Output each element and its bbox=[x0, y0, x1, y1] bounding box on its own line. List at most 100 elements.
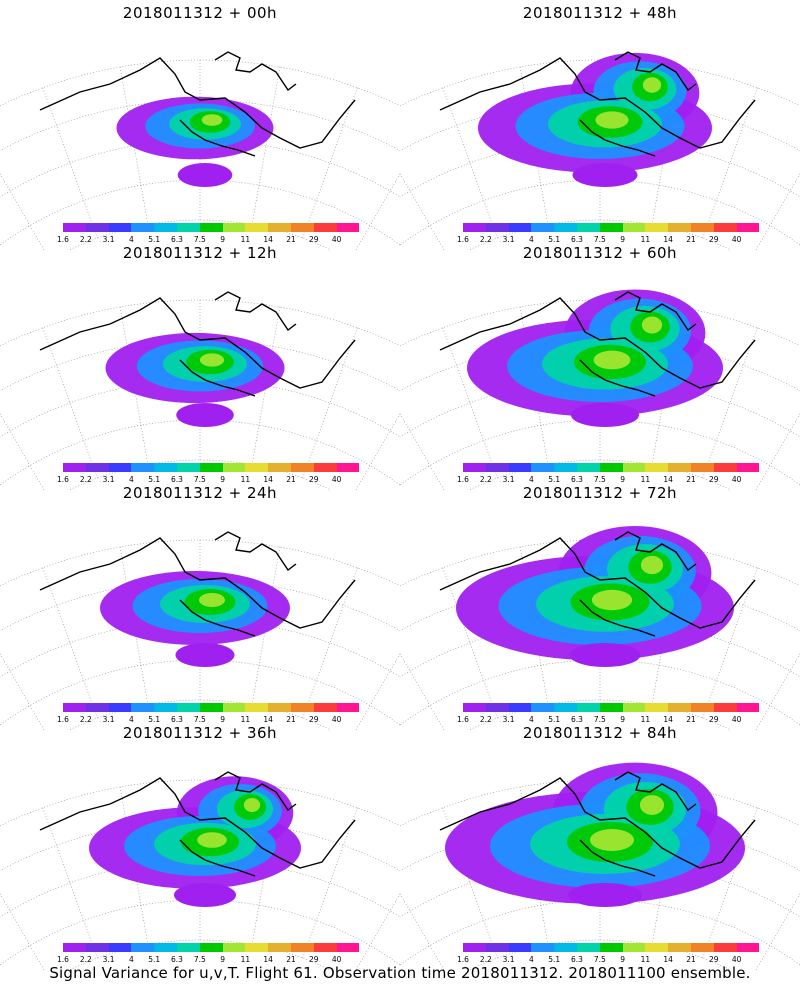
colorbar-tick-label: 2.2 bbox=[79, 235, 92, 244]
colorbar-segment bbox=[645, 463, 669, 472]
colorbar-segment bbox=[131, 223, 155, 232]
colorbar-segment bbox=[645, 223, 669, 232]
colorbar-tick-label: 9 bbox=[220, 475, 225, 484]
colorbar-tick-label: 40 bbox=[331, 235, 342, 244]
colorbar bbox=[63, 463, 360, 472]
colorbar-tick-label: 3.1 bbox=[502, 955, 515, 964]
coastline bbox=[39, 51, 356, 157]
colorbar-segment bbox=[463, 223, 486, 232]
colorbar-tick-label: 11 bbox=[640, 475, 651, 484]
colorbar-segment bbox=[268, 943, 291, 952]
forecast-panel: 2018011312 + 12h 1.6 2.2 3.1 4 5.1 6.3 7.5 9 11 14… bbox=[0, 240, 400, 490]
colorbar-segment bbox=[313, 703, 337, 712]
map-figure bbox=[400, 289, 800, 490]
colorbar-segment bbox=[154, 463, 177, 472]
colorbar-segment bbox=[336, 223, 360, 232]
coastline bbox=[439, 291, 756, 397]
colorbar-segment bbox=[576, 703, 600, 712]
colorbar-tick-label: 29 bbox=[309, 715, 319, 724]
colorbar-tick-label: 29 bbox=[309, 475, 319, 484]
colorbar-segment bbox=[531, 223, 555, 232]
colorbar-tick-label: 29 bbox=[709, 475, 719, 484]
map-figure bbox=[0, 291, 400, 490]
colorbar-segment bbox=[668, 943, 691, 952]
colorbar-segment bbox=[508, 703, 532, 712]
colorbar-tick-label: 9 bbox=[220, 235, 225, 244]
colorbar-tick-label: 4 bbox=[129, 235, 134, 244]
colorbar-tick-label: 6.3 bbox=[171, 955, 183, 964]
colorbar-tick-label: 2.2 bbox=[79, 715, 92, 724]
colorbar-segment bbox=[463, 943, 486, 952]
colorbar-segment bbox=[554, 223, 577, 232]
colorbar-segment bbox=[576, 943, 600, 952]
colorbar-segment bbox=[290, 463, 314, 472]
colorbar-tick-label: 21 bbox=[286, 715, 296, 724]
colorbar-tick-label: 40 bbox=[331, 955, 342, 964]
colorbar-tick-label: 1.6 bbox=[57, 955, 69, 964]
colorbar-tick-label: 4 bbox=[529, 955, 534, 964]
colorbar-segment bbox=[199, 463, 223, 472]
colorbar-tick-label: 7.5 bbox=[193, 955, 206, 964]
colorbar-tick-label: 7.5 bbox=[593, 235, 606, 244]
forecast-panel: 2018011312 + 60h 1.6 2.2 3.1 4 5.1 6.3 7.5 9 11 14… bbox=[400, 240, 800, 490]
colorbar-segment bbox=[222, 703, 246, 712]
colorbar-segment bbox=[599, 703, 623, 712]
colorbar-segment bbox=[63, 463, 86, 472]
colorbar-tick-label: 3.1 bbox=[502, 235, 515, 244]
colorbar-tick-label: 14 bbox=[663, 475, 673, 484]
colorbar-tick-label: 14 bbox=[663, 235, 673, 244]
colorbar-segment bbox=[336, 943, 360, 952]
colorbar-segment bbox=[554, 463, 577, 472]
colorbar-tick-label: 21 bbox=[686, 715, 696, 724]
colorbar-segment bbox=[176, 223, 200, 232]
colorbar-segment bbox=[713, 703, 737, 712]
colorbar-segment bbox=[622, 463, 646, 472]
colorbar-labels: 1.6 2.2 3.1 4 5.1 6.3 7.5 9 11 14 21 29 40 bbox=[57, 475, 359, 485]
colorbar-tick-label: 1.6 bbox=[457, 715, 469, 724]
colorbar-tick-label: 3.1 bbox=[502, 715, 515, 724]
colorbar-tick-label: 3.1 bbox=[102, 715, 115, 724]
colorbar-segment bbox=[63, 943, 86, 952]
colorbar-tick-label: 7.5 bbox=[193, 235, 206, 244]
coastline bbox=[439, 51, 756, 157]
colorbar-tick-label: 4 bbox=[129, 715, 134, 724]
colorbar-tick-label: 1.6 bbox=[57, 475, 69, 484]
colorbar-segment bbox=[463, 463, 486, 472]
colorbar-segment bbox=[199, 223, 223, 232]
colorbar-segment bbox=[508, 943, 532, 952]
colorbar-tick-label: 1.6 bbox=[457, 235, 469, 244]
colorbar-tick-label: 4 bbox=[529, 235, 534, 244]
colorbar-tick-label: 4 bbox=[529, 475, 534, 484]
colorbar-segment bbox=[131, 943, 155, 952]
variance-field bbox=[105, 332, 285, 427]
colorbar-segment bbox=[531, 463, 555, 472]
figure-caption: Signal Variance for u,v,T. Flight 61. Ob… bbox=[49, 964, 751, 982]
panel-title: 2018011312 + 84h bbox=[522, 724, 678, 742]
colorbar-tick-label: 2.2 bbox=[479, 955, 492, 964]
colorbar-segment bbox=[108, 463, 132, 472]
colorbar-tick-label: 21 bbox=[686, 475, 696, 484]
panel-title: 2018011312 + 24h bbox=[122, 484, 278, 502]
colorbar-labels: 1.6 2.2 3.1 4 5.1 6.3 7.5 9 11 14 21 29 40 bbox=[57, 715, 359, 725]
colorbar-segment bbox=[713, 463, 737, 472]
colorbar-tick-label: 9 bbox=[220, 715, 225, 724]
colorbar-segment bbox=[131, 463, 155, 472]
map-figure bbox=[0, 531, 400, 730]
colorbar-segment bbox=[85, 703, 109, 712]
panel-title: 2018011312 + 60h bbox=[522, 244, 678, 262]
colorbar-labels: 1.6 2.2 3.1 4 5.1 6.3 7.5 9 11 14 21 29 40 bbox=[457, 475, 759, 485]
colorbar-segment bbox=[485, 703, 509, 712]
variance-field bbox=[100, 571, 290, 667]
colorbar-tick-label: 7.5 bbox=[193, 715, 206, 724]
colorbar-tick-label: 3.1 bbox=[102, 955, 115, 964]
colorbar-segment bbox=[108, 223, 132, 232]
colorbar-tick-label: 11 bbox=[240, 235, 251, 244]
variance-field bbox=[456, 526, 734, 667]
colorbar-segment bbox=[85, 223, 109, 232]
colorbar-segment bbox=[131, 703, 155, 712]
panel-title: 2018011312 + 48h bbox=[522, 4, 678, 22]
colorbar-labels: 1.6 2.2 3.1 4 5.1 6.3 7.5 9 11 14 21 29 40 bbox=[57, 235, 359, 245]
coastline bbox=[439, 531, 756, 637]
colorbar-segment bbox=[554, 943, 577, 952]
colorbar-tick-label: 5.1 bbox=[548, 475, 561, 484]
